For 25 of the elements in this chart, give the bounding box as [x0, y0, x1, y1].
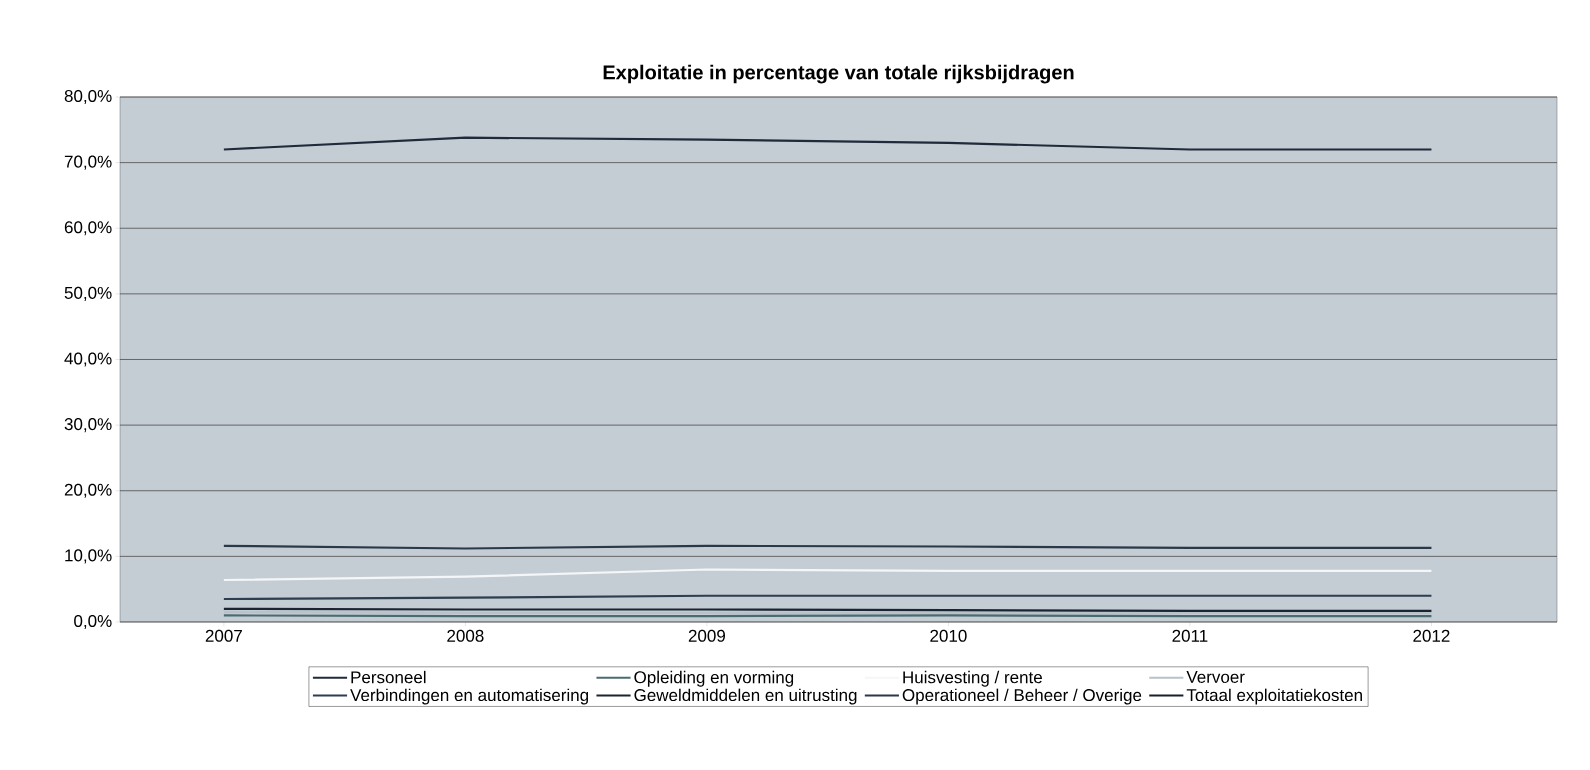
legend-label: Personeel: [351, 670, 426, 684]
line-series: [222, 136, 1433, 151]
y-tick-label: 40,0%: [64, 352, 112, 367]
legend-label: Totaal exploitatiekosten: [1186, 688, 1362, 705]
legend-label: Geweldmiddelen en uitrusting: [634, 688, 857, 705]
x-tick-label: 2008: [447, 629, 484, 642]
y-tick-label: 0,0%: [74, 614, 112, 630]
y-tick-label: 60,0%: [64, 221, 112, 236]
y-tick-label: 30,0%: [64, 418, 112, 433]
y-tick-label: 80,0%: [64, 89, 112, 105]
y-tick-label: 50,0%: [64, 286, 112, 301]
y-tick-label: 70,0%: [64, 155, 112, 170]
chart-title: Exploitatie in percentage van totale rijksbijdragen: [603, 64, 1074, 84]
x-tick-label: 2009: [688, 629, 725, 642]
legend-label: Operationeel / Beheer / Overige: [902, 688, 1142, 705]
x-tick-label: 2010: [930, 629, 967, 642]
legend-label: Vervoer: [1186, 671, 1245, 683]
x-tick-label: 2011: [1172, 629, 1208, 642]
y-tick-label: 10,0%: [65, 549, 112, 564]
legend-label: Huisvesting / rente: [903, 670, 1042, 687]
x-tick-label: 2007: [205, 629, 242, 642]
legend-label: Opleiding en vorming: [634, 670, 794, 687]
y-tick-label: 20,0%: [64, 483, 112, 498]
legend-label: Verbindingen en automatisering: [350, 688, 589, 705]
x-tick-label: 2012: [1413, 629, 1450, 642]
